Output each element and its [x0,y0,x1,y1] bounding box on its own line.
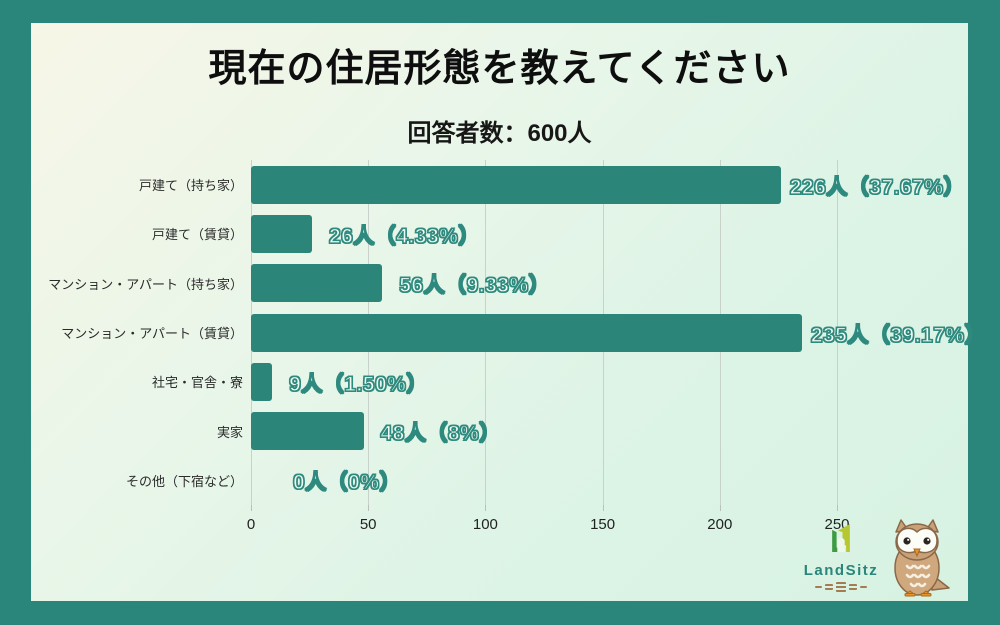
brand-lockup: LandSitz [801,520,881,592]
category-label: 戸建て（賃貸） [151,227,243,243]
category-label: 社宅・官舎・寮 [151,375,243,391]
chart-title: 現在の住居形態を教えてください [208,48,791,90]
value-label: 226人（37.67%） [789,175,965,199]
tickmark-x-0 [251,505,252,511]
tick-label-x-200: 200 [707,516,733,533]
value-label: 0人（0%） [292,471,402,495]
bar [251,165,781,204]
tickmark-x-250 [837,505,838,511]
tickmark-x-200 [719,505,721,511]
tickmark-x-100 [485,505,487,511]
tick-label-x-150: 150 [590,516,616,533]
bar [251,264,383,303]
category-label: 実家 [216,424,243,440]
infographic-canvas: 現在の住居形態を教えてください 回答者数：600人 戸建て（持ち家） 戸建て（賃貸… [31,23,986,601]
respondent-count: 回答者数：600人 [407,120,592,147]
owl-mascot [894,519,950,597]
category-label-column: 戸建て（持ち家） 戸建て（賃貸） マンション・アパート（持ち家） マンション・アパート… [31,160,243,505]
value-label: 48人（8%） [380,421,501,446]
category-label: 戸建て（持ち家） [138,178,243,194]
bar-chart-plot-area: 0 50 100 150 200 250 226人（37.67%） 26人（4.33%） 56人… [247,160,986,533]
bar [251,214,312,253]
bar [251,362,273,401]
branding-block: LandSitz [801,519,971,600]
value-label: 26人（4.33%） [328,224,480,248]
value-label: 9人（1.50%） [288,372,428,396]
tick-label-x-50: 50 [359,516,377,533]
gridline-x-250 [837,160,838,505]
category-label: マンション・アパート（賃貸） [61,325,243,341]
house-icon [832,524,850,552]
tick-label-x-100: 100 [472,516,498,533]
bar [251,313,802,352]
tickmark-x-50 [368,505,370,511]
brand-name: LandSitz [803,562,879,579]
tick-label-x-0: 0 [246,516,256,533]
category-label: マンション・アパート（持ち家） [48,276,243,292]
category-label: その他（下宿など） [125,473,243,489]
brand-dashes-decoration [801,582,881,592]
value-label: 56人（9.33%） [399,274,551,298]
value-label: 235人（39.17%） [810,323,987,347]
bar [251,412,364,451]
tickmark-x-150 [602,505,604,511]
